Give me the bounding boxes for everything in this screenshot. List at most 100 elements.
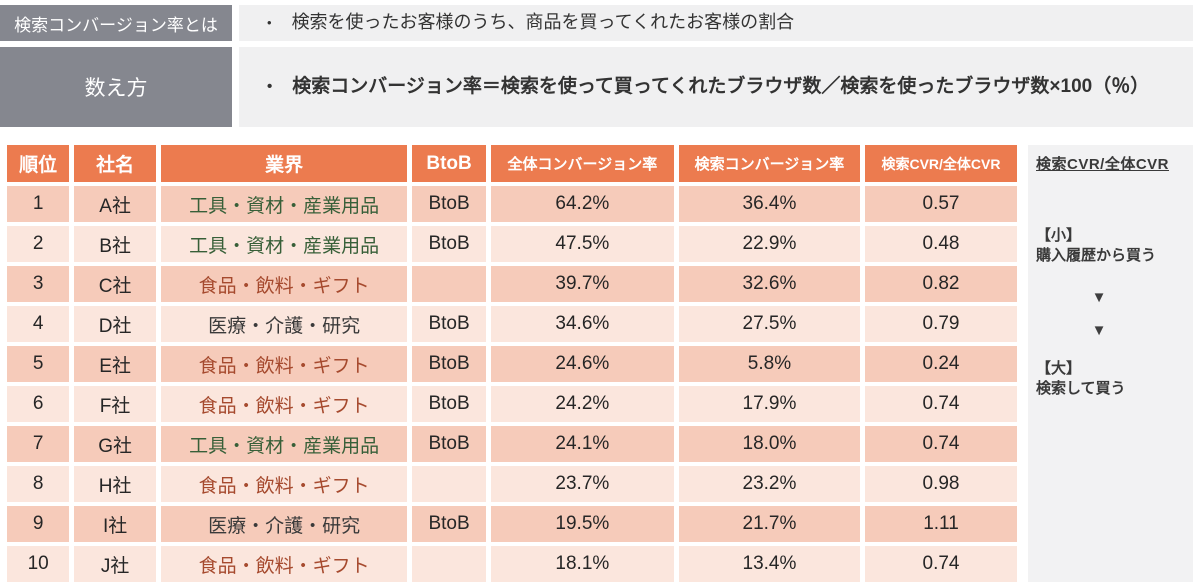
company-cell: E社 — [69, 346, 156, 386]
table-row: 1 A社 工具・資材・産業用品 BtoB 64.2% 36.4% 0.57 — [7, 186, 1017, 226]
search-cvr-cell: 22.9% — [673, 226, 860, 266]
legend-small-block: 【小】 購入履歴から買う — [1036, 226, 1187, 267]
rank-cell: 4 — [7, 306, 70, 346]
btob-cell: BtoB — [407, 226, 486, 266]
col-header-company: 社名 — [69, 145, 156, 186]
rank-cell: 3 — [7, 266, 70, 306]
industry-cell: 食品・飲料・ギフト — [155, 386, 408, 426]
company-cell: J社 — [69, 546, 156, 586]
btob-cell: BtoB — [407, 506, 486, 546]
definition-row-what: 検索コンバージョン率とは • 検索を使ったお客様のうち、商品を買ってくれたお客様… — [0, 5, 1200, 41]
industry-cell: 工具・資材・産業用品 — [155, 226, 408, 266]
overall-cvr-cell: 18.1% — [485, 546, 674, 586]
main-area: 順位 社名 業界 BtoB 全体コンバージョン率 検索コンバージョン率 検索CV… — [0, 145, 1200, 586]
rank-cell: 2 — [7, 226, 70, 266]
rank-cell: 6 — [7, 386, 70, 426]
search-cvr-cell: 32.6% — [673, 266, 860, 306]
search-cvr-cell: 23.2% — [673, 466, 860, 506]
ratio-cell: 0.79 — [860, 306, 1017, 346]
table-row: 5 E社 食品・飲料・ギフト BtoB 24.6% 5.8% 0.24 — [7, 346, 1017, 386]
ratio-cell: 0.98 — [860, 466, 1017, 506]
search-cvr-cell: 36.4% — [673, 186, 860, 226]
col-header-cvr-ratio: 検索CVR/全体CVR — [860, 145, 1017, 186]
legend-small-desc: 購入履歴から買う — [1036, 247, 1157, 265]
definition-section: 検索コンバージョン率とは • 検索を使ったお客様のうち、商品を買ってくれたお客様… — [0, 0, 1200, 127]
legend-large-block: 【大】 検索して買う — [1036, 359, 1187, 400]
definition-content-formula: • 検索コンバージョン率＝検索を使って買ってくれたブラウザ数／検索を使ったブラウ… — [239, 47, 1193, 127]
ratio-cell: 0.74 — [860, 546, 1017, 586]
overall-cvr-cell: 24.2% — [485, 386, 674, 426]
table-row: 2 B社 工具・資材・産業用品 BtoB 47.5% 22.9% 0.48 — [7, 226, 1017, 266]
table-row: 4 D社 医療・介護・研究 BtoB 34.6% 27.5% 0.79 — [7, 306, 1017, 346]
btob-cell: BtoB — [407, 186, 486, 226]
ratio-cell: 0.74 — [860, 386, 1017, 426]
ratio-cell: 0.24 — [860, 346, 1017, 386]
col-header-btob: BtoB — [407, 145, 486, 186]
definition-label-formula: 数え方 — [0, 47, 232, 127]
legend-large-desc: 検索して買う — [1036, 379, 1126, 397]
legend-large-label: 【大】 — [1036, 359, 1082, 377]
definition-label-what: 検索コンバージョン率とは — [0, 5, 232, 41]
company-cell: F社 — [69, 386, 156, 426]
industry-cell: 食品・飲料・ギフト — [155, 266, 408, 306]
industry-cell: 食品・飲料・ギフト — [155, 346, 408, 386]
btob-cell — [407, 266, 486, 306]
industry-cell: 医療・介護・研究 — [155, 506, 408, 546]
rank-cell: 8 — [7, 466, 70, 506]
ratio-cell: 0.82 — [860, 266, 1017, 306]
industry-cell: 医療・介護・研究 — [155, 306, 408, 346]
overall-cvr-cell: 19.5% — [485, 506, 674, 546]
search-cvr-cell: 21.7% — [673, 506, 860, 546]
definition-row-formula: 数え方 • 検索コンバージョン率＝検索を使って買ってくれたブラウザ数／検索を使っ… — [0, 47, 1200, 127]
company-cell: G社 — [69, 426, 156, 466]
industry-cell: 工具・資材・産業用品 — [155, 426, 408, 466]
company-cell: I社 — [69, 506, 156, 546]
definition-text-formula: 検索コンバージョン率＝検索を使って買ってくれたブラウザ数／検索を使ったブラウザ数… — [292, 75, 1150, 97]
btob-cell: BtoB — [407, 386, 486, 426]
rank-cell: 10 — [7, 546, 70, 586]
btob-cell: BtoB — [407, 346, 486, 386]
table-row: 9 I社 医療・介護・研究 BtoB 19.5% 21.7% 1.11 — [7, 506, 1017, 546]
legend-panel: 検索CVR/全体CVR 【小】 購入履歴から買う ▼ ▼ 【大】 検索して買う — [1028, 145, 1193, 582]
company-cell: C社 — [69, 266, 156, 306]
down-arrow-icon: ▼ — [1091, 288, 1107, 306]
legend-title: 検索CVR/全体CVR — [1036, 156, 1170, 173]
company-cell: D社 — [69, 306, 156, 346]
down-arrow-icon: ▼ — [1091, 321, 1107, 339]
col-header-rank: 順位 — [7, 145, 70, 186]
search-cvr-cell: 17.9% — [673, 386, 860, 426]
table-row: 6 F社 食品・飲料・ギフト BtoB 24.2% 17.9% 0.74 — [7, 386, 1017, 426]
company-cell: A社 — [69, 186, 156, 226]
ratio-cell: 0.48 — [860, 226, 1017, 266]
legend-small-label: 【小】 — [1036, 227, 1082, 244]
col-header-overall-cvr: 全体コンバージョン率 — [485, 145, 674, 186]
search-cvr-cell: 18.0% — [673, 426, 860, 466]
rank-cell: 5 — [7, 346, 70, 386]
company-cell: B社 — [69, 226, 156, 266]
ratio-cell: 0.74 — [860, 426, 1017, 466]
btob-cell — [407, 546, 486, 586]
search-cvr-cell: 27.5% — [673, 306, 860, 346]
overall-cvr-cell: 24.1% — [485, 426, 674, 466]
industry-cell: 食品・飲料・ギフト — [155, 466, 408, 506]
rank-cell: 9 — [7, 506, 70, 546]
rank-cell: 7 — [7, 426, 70, 466]
bullet-icon: • — [267, 15, 272, 31]
ranking-table: 順位 社名 業界 BtoB 全体コンバージョン率 検索コンバージョン率 検索CV… — [7, 145, 1017, 586]
overall-cvr-cell: 24.6% — [485, 346, 674, 386]
definition-text-what: 検索を使ったお客様のうち、商品を買ってくれたお客様の割合 — [291, 12, 795, 33]
btob-cell: BtoB — [407, 306, 486, 346]
company-cell: H社 — [69, 466, 156, 506]
search-cvr-cell: 13.4% — [673, 546, 860, 586]
btob-cell: BtoB — [407, 426, 486, 466]
col-header-search-cvr: 検索コンバージョン率 — [673, 145, 860, 186]
overall-cvr-cell: 64.2% — [485, 186, 674, 226]
industry-cell: 工具・資材・産業用品 — [155, 186, 408, 226]
overall-cvr-cell: 34.6% — [485, 306, 674, 346]
bullet-icon: • — [267, 77, 273, 95]
btob-cell — [407, 466, 486, 506]
overall-cvr-cell: 47.5% — [485, 226, 674, 266]
table-row: 7 G社 工具・資材・産業用品 BtoB 24.1% 18.0% 0.74 — [7, 426, 1017, 466]
overall-cvr-cell: 39.7% — [485, 266, 674, 306]
search-cvr-cell: 5.8% — [673, 346, 860, 386]
